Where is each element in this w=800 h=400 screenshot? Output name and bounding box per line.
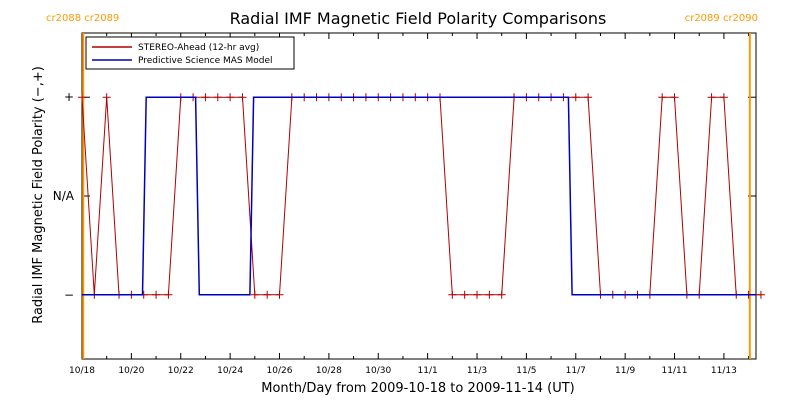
data-point — [670, 93, 679, 102]
data-point — [707, 93, 716, 102]
data-point — [201, 93, 210, 102]
data-point — [473, 290, 482, 299]
legend-label-stereo: STEREO-Ahead (12-hr avg) — [138, 43, 259, 53]
legend: STEREO-Ahead (12-hr avg) Predictive Scie… — [85, 36, 295, 70]
x-tick-label: 11/1 — [418, 366, 438, 376]
data-point — [238, 93, 247, 102]
carrington-label: cr2089 cr2090 — [685, 13, 758, 24]
series-line-model — [82, 96, 756, 296]
y-axis-label: Radial IMF Magnetic Field Polarity (−,+) — [31, 66, 46, 324]
data-series — [78, 93, 765, 299]
carrington-label: cr2088 cr2089 — [46, 13, 119, 24]
legend-label-model: Predictive Science MAS Model — [138, 56, 273, 66]
axis-ticks: 10/18 10/20 10/22 10/24 10/26 10/28 10/30 11/1 1… — [53, 33, 756, 376]
x-tick-label: 10/18 — [69, 366, 95, 376]
x-tick-label: 10/30 — [365, 366, 391, 376]
x-axis-label: Month/Day from 2009-10-18 to 2009-11-14 … — [261, 381, 574, 396]
data-point — [213, 93, 222, 102]
data-point — [164, 290, 173, 299]
x-tick-label: 11/3 — [467, 366, 487, 376]
y-tick-label: + — [64, 90, 74, 104]
x-tick-label: 10/26 — [267, 366, 293, 376]
data-point — [497, 290, 506, 299]
plot-frame — [81, 32, 757, 360]
data-point — [756, 290, 765, 299]
carrington-markers: cr2088 cr2089 cr2089 cr2090 — [46, 13, 758, 359]
data-point — [250, 290, 259, 299]
data-point — [152, 290, 161, 299]
x-tick-label: 11/7 — [566, 366, 586, 376]
data-point — [485, 290, 494, 299]
data-point — [275, 290, 284, 299]
data-point — [102, 93, 111, 102]
data-point — [571, 93, 580, 102]
data-point — [448, 290, 457, 299]
data-point — [658, 93, 667, 102]
x-tick-label: 11/13 — [711, 366, 737, 376]
x-tick-label: 10/24 — [217, 366, 243, 376]
y-tick-label: − — [64, 288, 74, 302]
y-tick-label: N/A — [53, 189, 75, 203]
x-tick-label: 11/5 — [516, 366, 536, 376]
data-point — [226, 93, 235, 102]
x-tick-label: 11/11 — [662, 366, 688, 376]
legend-box — [85, 36, 295, 70]
x-tick-label: 11/9 — [615, 366, 635, 376]
data-point — [719, 93, 728, 102]
data-point — [78, 93, 86, 102]
x-tick-label: 10/22 — [168, 366, 194, 376]
x-tick-label: 10/20 — [118, 366, 144, 376]
series-line-stereo — [81, 96, 761, 296]
data-point — [584, 93, 593, 102]
chart-title: Radial IMF Magnetic Field Polarity Compa… — [230, 9, 607, 28]
data-point — [460, 290, 469, 299]
x-tick-label: 10/28 — [316, 366, 342, 376]
data-point — [263, 290, 272, 299]
